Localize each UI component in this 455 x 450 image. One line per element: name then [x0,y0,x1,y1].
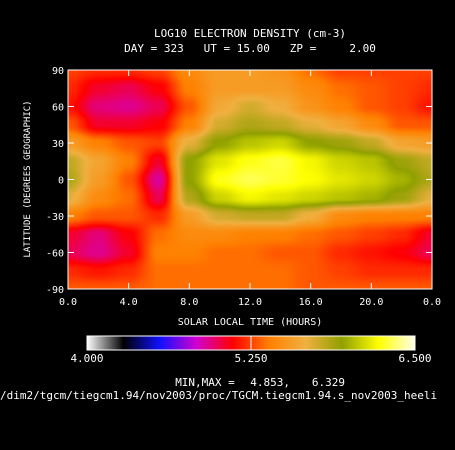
colorbar-mid-label: 5.250 [234,352,267,365]
y-axis-label: LATITUDE (DEGREES GEOGRAPHIC) [23,100,33,257]
x-tick-label: 12.0 [238,297,262,308]
minmax-label: MIN,MAX = [175,376,235,389]
chart-subtitle: DAY = 323 UT = 15.00 ZP = 2.00 [124,42,376,55]
y-tick-label: -60 [46,249,64,260]
y-tick-label: 0 [58,176,64,187]
y-tick-label: 90 [52,66,64,77]
minmax-max-value: 6.329 [312,376,345,389]
x-axis-label: SOLAR LOCAL TIME (HOURS) [178,317,323,328]
x-tick-label: 20.0 [359,297,383,308]
colorbar-max-label: 6.500 [398,352,431,365]
x-tick-label: 16.0 [299,297,323,308]
x-tick-label: 8.0 [180,297,198,308]
x-tick-label: 0.0 [59,297,77,308]
y-axis: 90 60 30 0 -30 -60 -90 [46,66,432,296]
x-axis: 0.0 4.0 8.0 12.0 16.0 20.0 0.0 [59,70,441,308]
y-tick-label: -30 [46,212,64,223]
y-tick-label: 60 [52,103,64,114]
chart-title: LOG10 ELECTRON DENSITY (cm-3) [154,27,346,40]
heatmap-canvas [68,70,432,289]
x-tick-label: 4.0 [120,297,138,308]
y-tick-label: -90 [46,285,64,296]
heatmap-container [68,70,432,289]
y-tick-label: 30 [52,139,64,150]
plot-area: 0.0 4.0 8.0 12.0 16.0 20.0 0.0 90 60 30 0 -30 -60 -9… [46,66,441,308]
x-tick-label: 0.0 [423,297,441,308]
file-path: /dim2/tgcm/tiegcm1.94/nov2003/proc/TGCM.… [0,389,437,402]
colorbar-min-label: 4.000 [70,352,103,365]
minmax-min-value: 4.853, [250,376,290,389]
colorbar: 4.000 5.250 6.500 [70,335,432,365]
